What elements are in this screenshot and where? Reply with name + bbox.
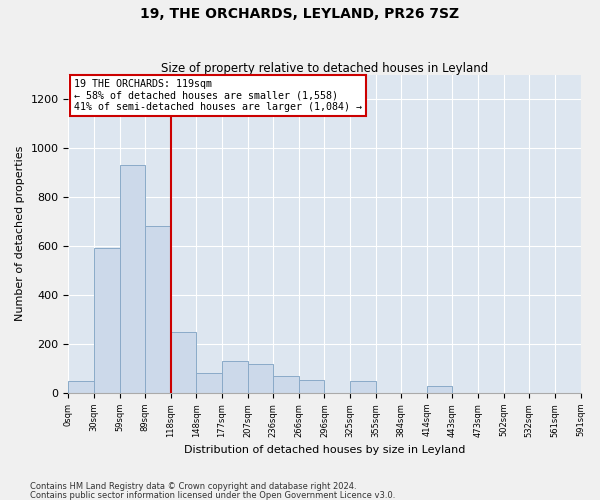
Bar <box>119 165 145 393</box>
Text: Contains public sector information licensed under the Open Government Licence v3: Contains public sector information licen… <box>30 490 395 500</box>
Bar <box>94 248 119 393</box>
Bar <box>427 386 452 393</box>
Title: Size of property relative to detached houses in Leyland: Size of property relative to detached ho… <box>161 62 488 74</box>
Bar <box>145 226 171 393</box>
Y-axis label: Number of detached properties: Number of detached properties <box>15 146 25 322</box>
Bar <box>350 381 376 393</box>
Text: Contains HM Land Registry data © Crown copyright and database right 2024.: Contains HM Land Registry data © Crown c… <box>30 482 356 491</box>
Bar <box>299 380 325 393</box>
Text: 19, THE ORCHARDS, LEYLAND, PR26 7SZ: 19, THE ORCHARDS, LEYLAND, PR26 7SZ <box>140 8 460 22</box>
Bar <box>196 374 222 393</box>
Bar <box>171 332 196 393</box>
Text: 19 THE ORCHARDS: 119sqm
← 58% of detached houses are smaller (1,558)
41% of semi: 19 THE ORCHARDS: 119sqm ← 58% of detache… <box>74 80 362 112</box>
Bar <box>273 376 299 393</box>
Bar <box>248 364 273 393</box>
X-axis label: Distribution of detached houses by size in Leyland: Distribution of detached houses by size … <box>184 445 465 455</box>
Bar <box>68 381 94 393</box>
Bar <box>222 361 248 393</box>
